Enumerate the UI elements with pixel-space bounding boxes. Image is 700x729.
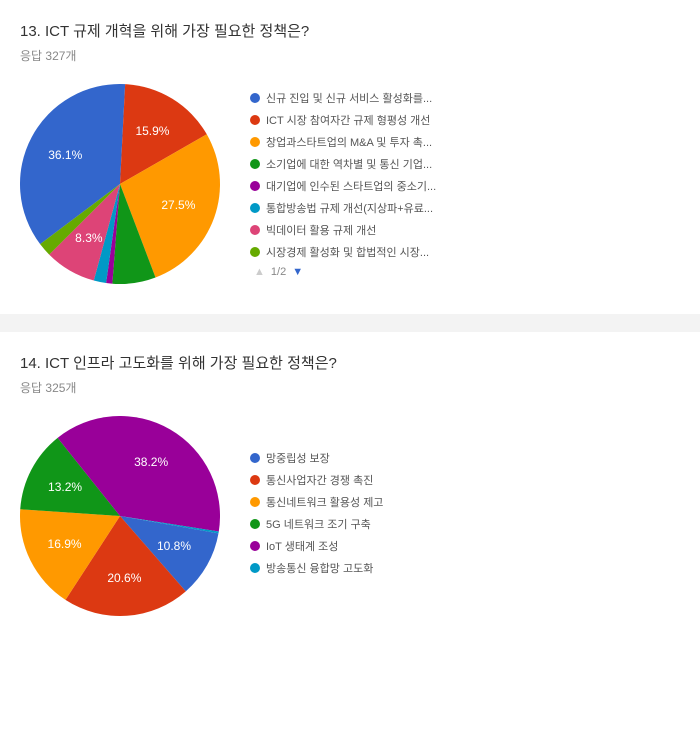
- legend-label: 시장경제 활성화 및 합법적인 시장...: [266, 244, 429, 260]
- legend-label: 빅데이터 활용 규제 개선: [266, 222, 376, 238]
- block-divider: [0, 314, 700, 332]
- legend-item: ICT 시장 참여자간 규제 형평성 개선: [250, 112, 436, 128]
- pager-up-icon[interactable]: ▲: [254, 266, 265, 278]
- legend-swatch: [250, 203, 260, 213]
- legend-item: 통합방송법 규제 개선(지상파+유료...: [250, 200, 436, 216]
- legend-swatch: [250, 181, 260, 191]
- legend-label: IoT 생태계 조성: [266, 538, 338, 554]
- legend-item: 창업과스타트업의 M&A 및 투자 촉...: [250, 134, 436, 150]
- legend-item: 5G 네트워크 조기 구축: [250, 516, 680, 532]
- legend-swatch: [250, 541, 260, 551]
- legend-label: 망중립성 보장: [266, 450, 330, 466]
- legend-swatch: [250, 247, 260, 257]
- pager-down-icon[interactable]: ▼: [292, 266, 303, 278]
- legend-swatch: [250, 159, 260, 169]
- legend-label: 방송통신 융합망 고도화: [266, 560, 373, 576]
- legend-swatch: [250, 475, 260, 485]
- legend-label: 통합방송법 규제 개선(지상파+유료...: [266, 200, 433, 216]
- response-count: 응답 325개: [20, 379, 680, 396]
- survey-question-13: 13. ICT 규제 개혁을 위해 가장 필요한 정책은? 응답 327개 36…: [0, 0, 700, 314]
- legend-item: IoT 생태계 조성: [250, 538, 680, 554]
- legend-swatch: [250, 497, 260, 507]
- legend-item: 빅데이터 활용 규제 개선: [250, 222, 436, 238]
- response-count: 응답 327개: [20, 47, 680, 64]
- legend-swatch: [250, 225, 260, 235]
- legend-label: 신규 진입 및 신규 서비스 활성화를...: [266, 90, 432, 106]
- chart-row: 36.1%15.9%27.5%8.3% 신규 진입 및 신규 서비스 활성화를.…: [20, 84, 680, 284]
- legend-item: 망중립성 보장: [250, 450, 680, 466]
- legend-item: 시장경제 활성화 및 합법적인 시장...: [250, 244, 436, 260]
- pie-chart-q13: 36.1%15.9%27.5%8.3%: [20, 84, 220, 284]
- legend-item: 소기업에 대한 역차별 및 통신 기업...: [250, 156, 436, 172]
- legend-and-pager: 신규 진입 및 신규 서비스 활성화를... ICT 시장 참여자간 규제 형평성…: [250, 90, 436, 278]
- legend-label: 소기업에 대한 역차별 및 통신 기업...: [266, 156, 432, 172]
- legend-label: 통신네트워크 활용성 제고: [266, 494, 383, 510]
- legend-label: 대기업에 인수된 스타트업의 중소기...: [266, 178, 436, 194]
- legend-swatch: [250, 453, 260, 463]
- pager-text: 1/2: [271, 266, 286, 278]
- legend-label: ICT 시장 참여자간 규제 형평성 개선: [266, 112, 430, 128]
- question-title: 13. ICT 규제 개혁을 위해 가장 필요한 정책은?: [20, 20, 680, 41]
- legend-label: 통신사업자간 경쟁 촉진: [266, 472, 373, 488]
- legend-q14: 망중립성 보장통신사업자간 경쟁 촉진통신네트워크 활용성 제고 5G 네트워크 …: [250, 450, 680, 582]
- chart-row: 10.8%20.6%16.9%13.2%38.2% 망중립성 보장통신사업자간 …: [20, 416, 680, 616]
- legend-item: 통신사업자간 경쟁 촉진: [250, 472, 680, 488]
- legend-item: 대기업에 인수된 스타트업의 중소기...: [250, 178, 436, 194]
- legend-item: 방송통신 융합망 고도화: [250, 560, 680, 576]
- pie-chart-q14: 10.8%20.6%16.9%13.2%38.2%: [20, 416, 220, 616]
- legend-q13: 신규 진입 및 신규 서비스 활성화를... ICT 시장 참여자간 규제 형평성…: [250, 90, 436, 260]
- legend-swatch: [250, 563, 260, 573]
- legend-pager: ▲ 1/2 ▼: [254, 266, 436, 278]
- legend-label: 5G 네트워크 조기 구축: [266, 516, 371, 532]
- legend-item: 신규 진입 및 신규 서비스 활성화를...: [250, 90, 436, 106]
- legend-item: 통신네트워크 활용성 제고: [250, 494, 680, 510]
- legend-swatch: [250, 115, 260, 125]
- legend-swatch: [250, 137, 260, 147]
- legend-swatch: [250, 519, 260, 529]
- survey-question-14: 14. ICT 인프라 고도화를 위해 가장 필요한 정책은? 응답 325개 …: [0, 332, 700, 646]
- question-title: 14. ICT 인프라 고도화를 위해 가장 필요한 정책은?: [20, 352, 680, 373]
- legend-label: 창업과스타트업의 M&A 및 투자 촉...: [266, 134, 432, 150]
- legend-swatch: [250, 93, 260, 103]
